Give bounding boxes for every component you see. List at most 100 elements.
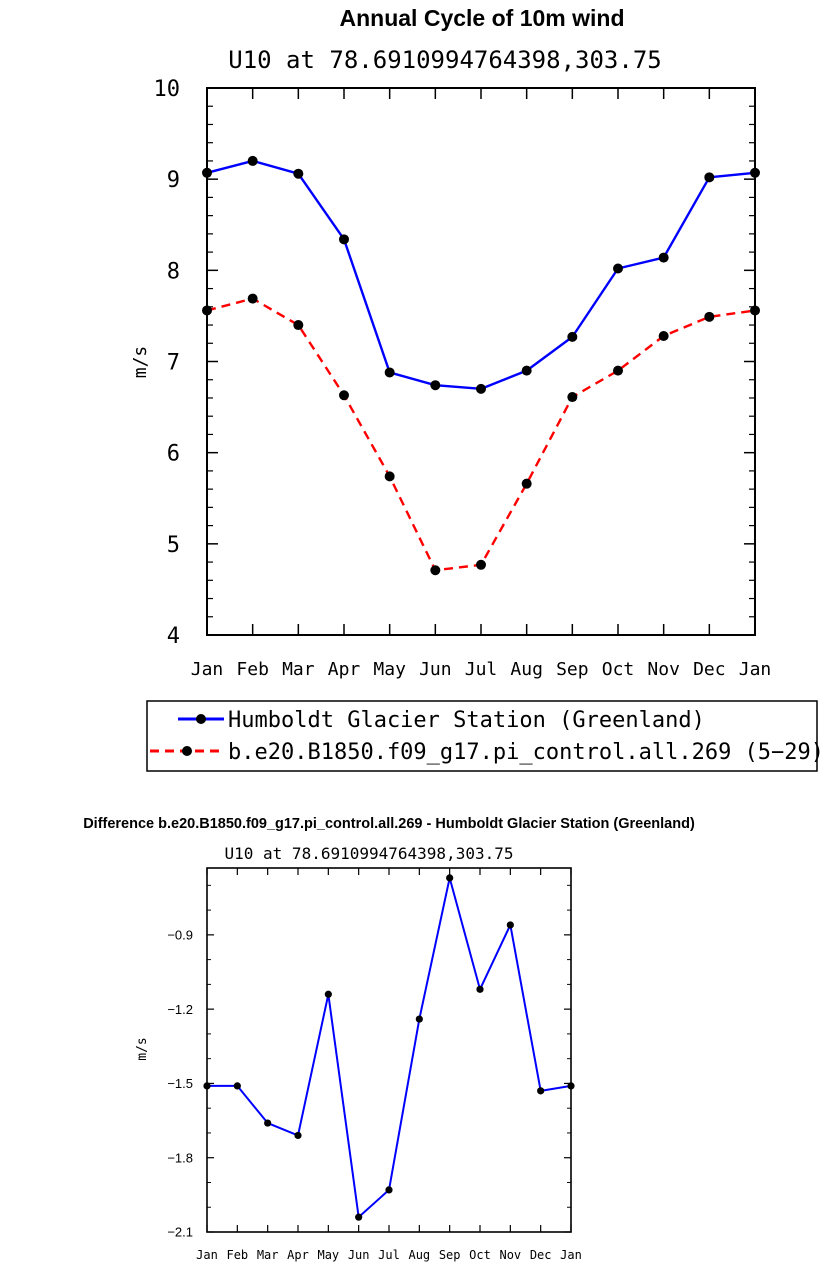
annual-cycle-chart: Annual Cycle of 10m wind U10 at 78.69109…: [130, 5, 823, 772]
series-1-point: [704, 311, 715, 322]
series-0-point: [430, 380, 441, 391]
x-tick-label: Jan: [739, 659, 772, 680]
y-tick-label: 4: [167, 624, 180, 649]
chart1-subtitle: U10 at 78.6910994764398,303.75: [228, 46, 661, 74]
x-tick-label: Jan: [196, 1248, 218, 1262]
x-tick-label: Aug: [408, 1248, 430, 1262]
chart2-axes: Jan Feb Mar Apr May Jun Jul Aug Sep Oct Nov Dec Jan−…: [167, 867, 582, 1262]
chart2-lines: [203, 874, 575, 1221]
series-0-point: [567, 1082, 575, 1090]
y-tick-label: −2.1: [167, 1225, 193, 1240]
y-tick-label: 10: [154, 77, 181, 102]
x-tick-label: Nov: [647, 659, 680, 680]
x-tick-label: Sep: [439, 1248, 461, 1262]
difference-chart: Difference b.e20.B1850.f09_g17.pi_contro…: [83, 816, 695, 1262]
series-1-point: [567, 392, 578, 403]
series-0-point: [294, 1131, 302, 1140]
series-1-point: [247, 293, 258, 304]
y-tick-label: −1.2: [167, 1002, 193, 1017]
plot-frame: [206, 867, 572, 1233]
series-0-point: [264, 1119, 272, 1127]
legend-marker-model: [182, 746, 192, 756]
x-tick-label: Jan: [191, 659, 224, 680]
chart1-legend: Humboldt Glacier Station (Greenland) b.e…: [146, 700, 823, 772]
chart1-lines: [202, 155, 760, 576]
series-1-point: [430, 565, 441, 576]
y-tick-label: 6: [167, 442, 180, 467]
series-0-point: [385, 1186, 393, 1194]
x-tick-label: Jul: [378, 1248, 400, 1262]
series-0-point: [567, 331, 578, 342]
series-0-point: [202, 167, 212, 178]
y-tick-label: 7: [167, 350, 180, 375]
series-0-point: [704, 172, 715, 183]
x-tick-label: Aug: [510, 659, 543, 680]
series-0-point: [446, 874, 454, 882]
y-tick-label: 5: [167, 533, 180, 558]
x-tick-label: Feb: [236, 659, 269, 680]
series-0-point: [537, 1087, 545, 1095]
series-1-point: [293, 320, 304, 331]
y-tick-label: 9: [167, 168, 180, 193]
series-0-point: [506, 921, 514, 929]
series-0-point: [339, 234, 349, 245]
series-0-line: [206, 159, 756, 391]
series-0-point: [476, 985, 484, 993]
x-tick-label: Jan: [560, 1248, 582, 1262]
x-tick-label: Mar: [257, 1248, 279, 1262]
y-tick-label: −0.9: [167, 928, 193, 943]
series-0-point: [750, 167, 760, 178]
series-0-point: [384, 367, 395, 378]
series-1-point: [750, 305, 760, 316]
x-tick-label: May: [317, 1248, 339, 1262]
chart1-title: Annual Cycle of 10m wind: [340, 5, 625, 31]
y-tick-label: −1.5: [167, 1076, 193, 1091]
x-tick-label: Jul: [465, 659, 498, 680]
series-1-point: [521, 478, 532, 489]
series-0-point: [324, 990, 332, 998]
x-tick-label: Jun: [419, 659, 452, 680]
series-0-point: [293, 168, 304, 179]
series-0-point: [658, 252, 669, 263]
series-0-line: [207, 876, 572, 1219]
x-tick-label: Jun: [348, 1248, 370, 1262]
chart1-ylabel: m/s: [130, 346, 151, 379]
x-tick-label: Oct: [602, 659, 635, 680]
chart2-subtitle: U10 at 78.6910994764398,303.75: [225, 844, 514, 863]
x-tick-label: Dec: [530, 1248, 552, 1262]
series-1-point: [202, 305, 212, 316]
series-1-point: [658, 330, 669, 341]
x-tick-label: Sep: [556, 659, 589, 680]
legend-marker-observed: [196, 714, 206, 724]
x-tick-label: Nov: [499, 1248, 521, 1262]
y-tick-label: 8: [167, 259, 180, 284]
chart2-ylabel: m/s: [135, 1037, 150, 1060]
legend-label-model: b.e20.B1850.f09_g17.pi_control.all.269 (…: [228, 740, 823, 765]
series-0-point: [415, 1015, 423, 1023]
series-0-point: [203, 1082, 211, 1090]
series-1-point: [339, 390, 349, 401]
series-1-line: [206, 297, 756, 572]
x-tick-label: Feb: [226, 1248, 248, 1262]
x-tick-label: Apr: [287, 1248, 309, 1262]
chart1-axes: Jan Feb Mar Apr May Jun Jul Aug Sep Oct Nov Dec Jan 4…: [154, 77, 772, 680]
x-tick-label: Oct: [469, 1248, 491, 1262]
series-0-point: [613, 263, 623, 274]
series-0-point: [233, 1082, 241, 1090]
x-tick-label: Mar: [282, 659, 315, 680]
series-0-point: [247, 155, 258, 166]
series-0-point: [355, 1213, 363, 1221]
y-tick-label: −1.8: [167, 1150, 193, 1165]
x-tick-label: May: [373, 659, 406, 680]
x-tick-label: Dec: [693, 659, 726, 680]
series-1-point: [476, 559, 486, 570]
series-1-point: [613, 365, 623, 376]
series-1-point: [384, 471, 395, 482]
series-0-point: [476, 383, 486, 394]
series-0-point: [521, 365, 532, 376]
chart2-title: Difference b.e20.B1850.f09_g17.pi_contro…: [83, 816, 695, 832]
legend-box: [146, 700, 818, 772]
legend-label-observed: Humboldt Glacier Station (Greenland): [228, 708, 705, 733]
x-tick-label: Apr: [328, 659, 361, 680]
